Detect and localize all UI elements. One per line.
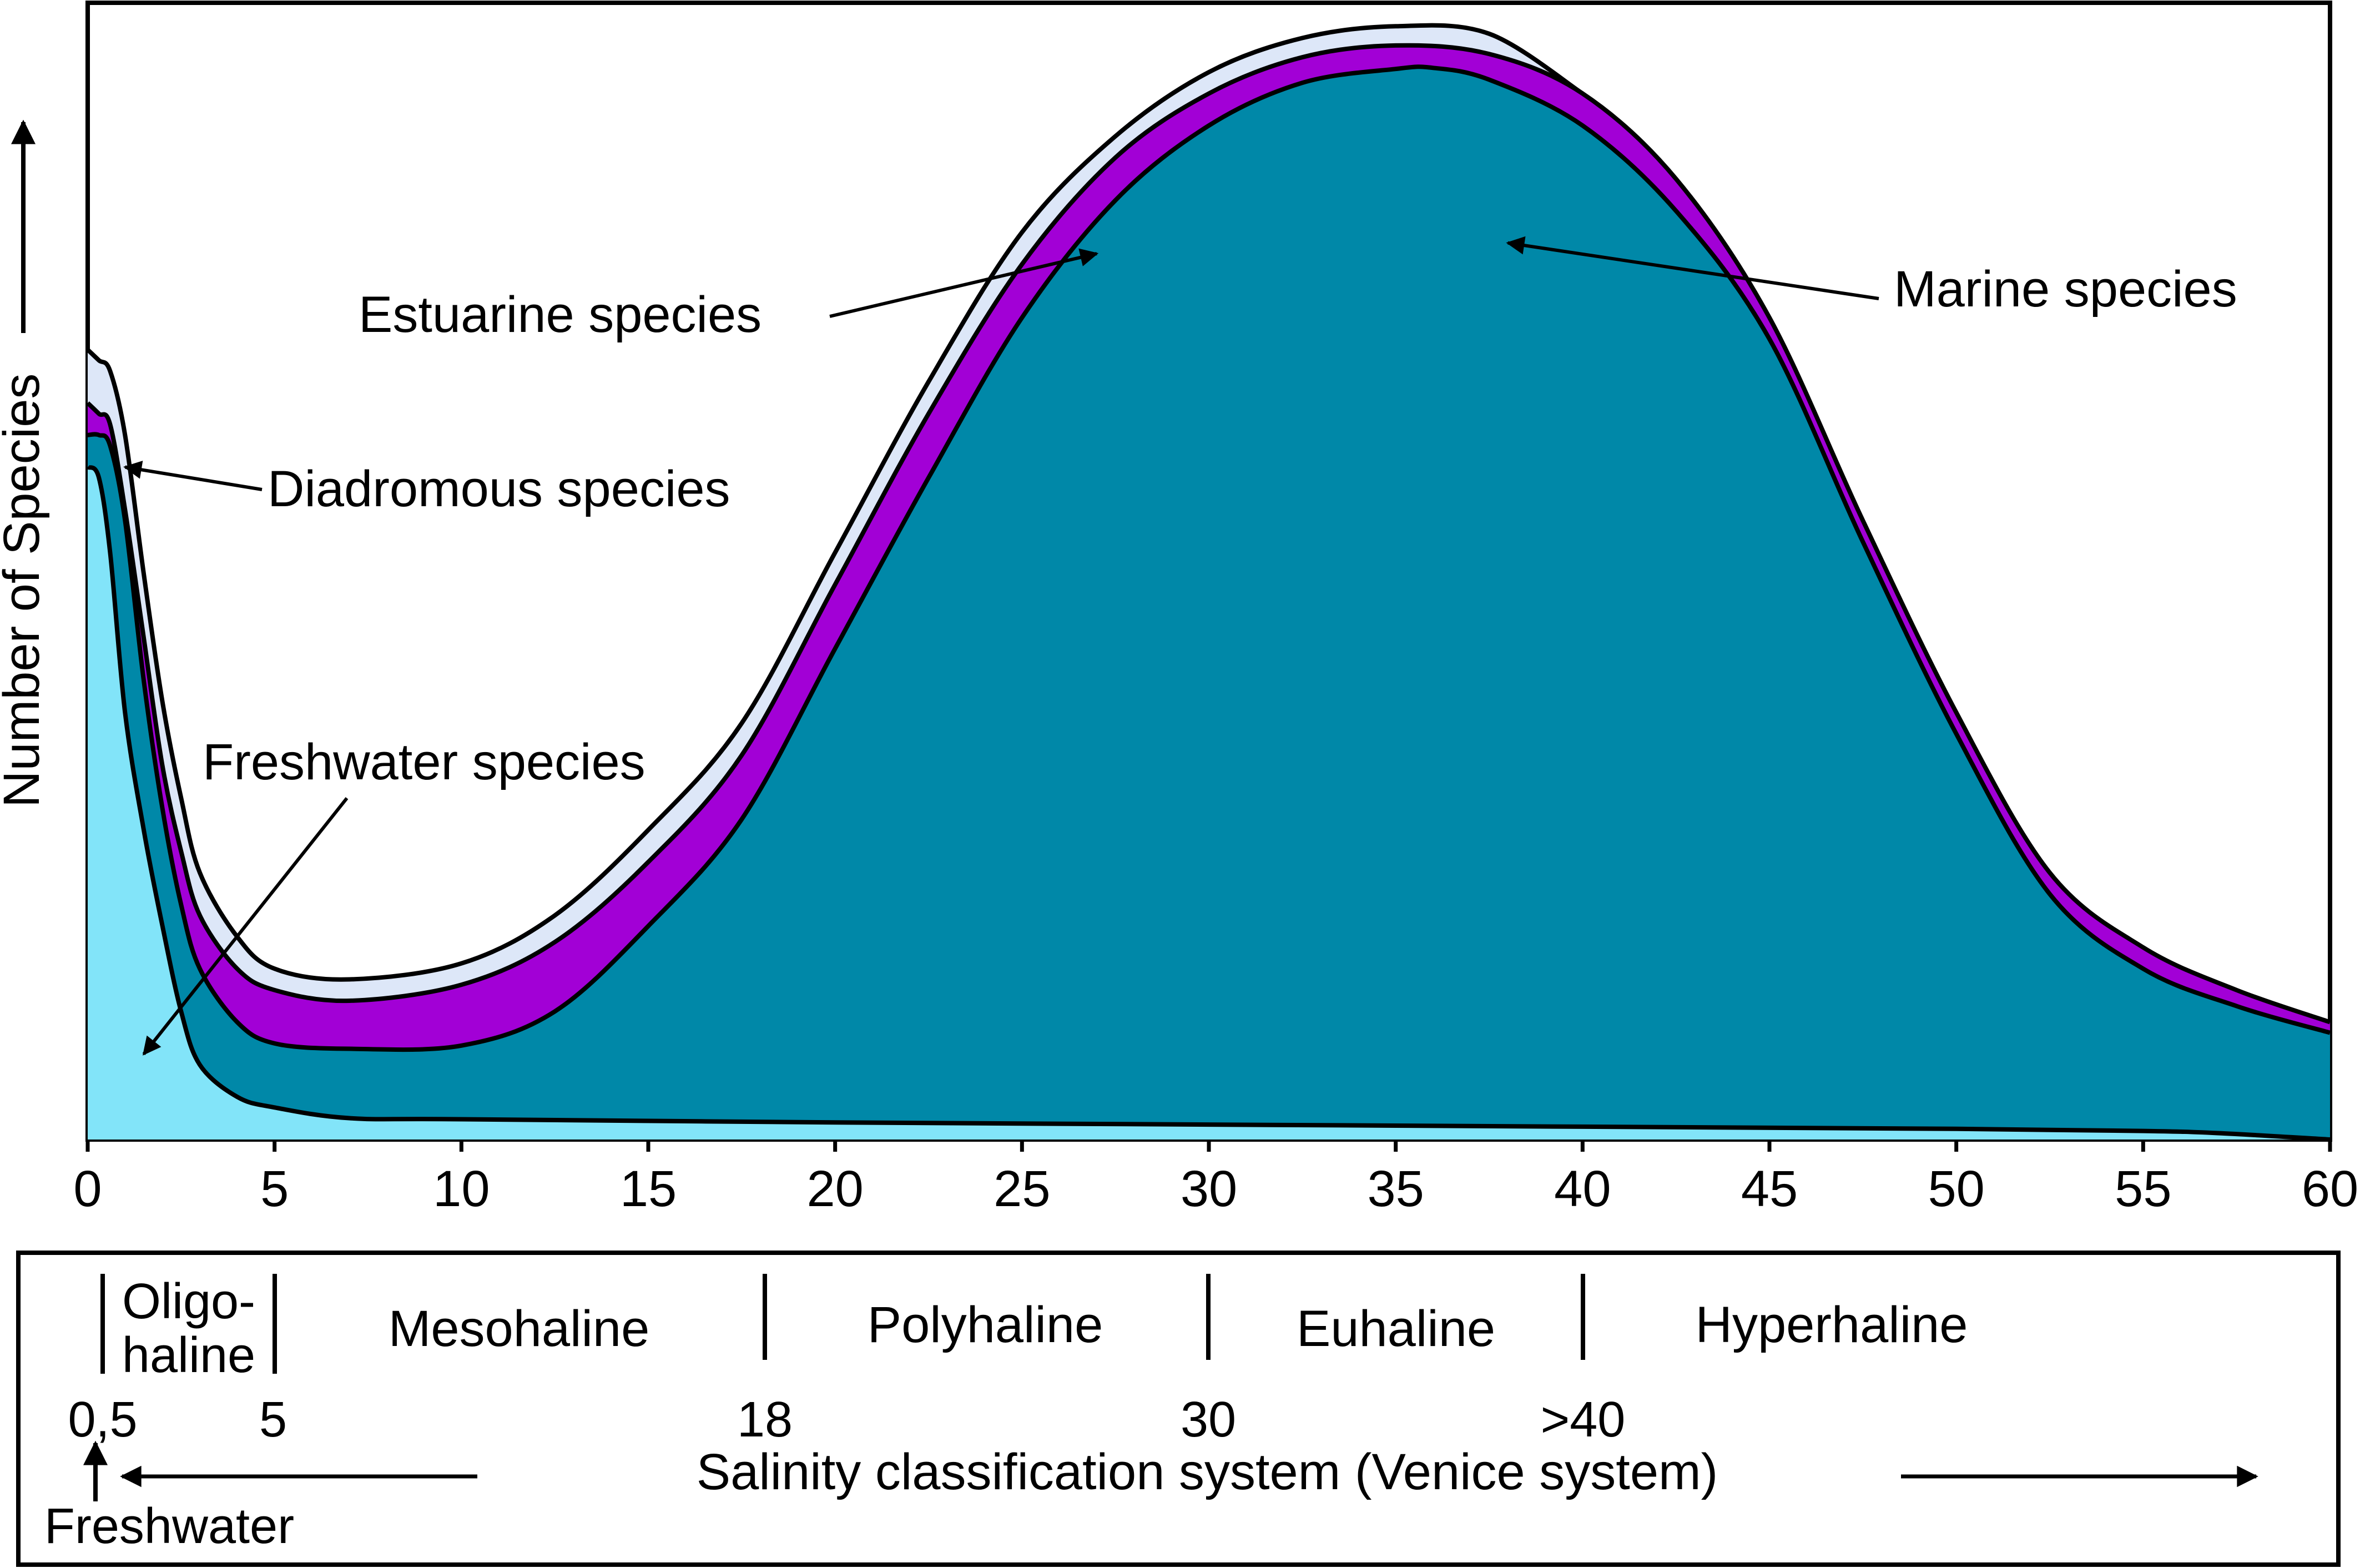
boundary-30: 30 <box>1181 1392 1236 1448</box>
x-tick-label-40: 40 <box>1554 1161 1611 1217</box>
x-tick-label-0: 0 <box>73 1161 102 1217</box>
zone-oligohaline-line2: haline <box>122 1328 255 1383</box>
x-tick-label-15: 15 <box>620 1161 677 1217</box>
x-tick-label-20: 20 <box>806 1161 863 1217</box>
x-tick-label-25: 25 <box>994 1161 1050 1217</box>
marine-species-boundary-line <box>87 64 2331 1052</box>
zone-mesohaline: Mesohaline <box>389 1300 650 1357</box>
x-tick-label-10: 10 <box>433 1161 490 1217</box>
estuarine-species-boundary-line <box>86 43 2331 1025</box>
x-tick-label-35: 35 <box>1367 1161 1424 1217</box>
marine-species-label: Marine species <box>1894 261 2237 317</box>
boundary-5: 5 <box>259 1392 287 1448</box>
boundary-40: >40 <box>1541 1392 1626 1448</box>
x-tick-label-50: 50 <box>1928 1161 1984 1217</box>
diadromous-species-boundary-line <box>86 23 1584 982</box>
x-tick-label-45: 45 <box>1741 1161 1798 1217</box>
classification-frame <box>16 1251 2341 1567</box>
boundary-18: 18 <box>737 1392 793 1448</box>
x-tick-label-5: 5 <box>260 1161 289 1217</box>
species-areas <box>86 23 2331 1142</box>
x-axis: 0 5 10 15 20 25 30 35 40 45 50 55 60 <box>73 1140 2358 1217</box>
estuarine-species-arrow <box>829 248 1099 318</box>
zone-oligohaline-line1: Oligo- <box>122 1274 255 1329</box>
zone-hyperhaline: Hyperhaline <box>1696 1297 1968 1353</box>
freshwater-species-label: Freshwater species <box>203 734 646 790</box>
x-tick-label-30: 30 <box>1181 1161 1237 1217</box>
venice-caption: Salinity classification system (Venice s… <box>697 1444 1718 1500</box>
boundary-0-5: 0,5 <box>68 1392 137 1448</box>
freshwater-label: Freshwater <box>44 1499 294 1554</box>
x-tick-label-60: 60 <box>2302 1161 2358 1217</box>
diadromous-species-arrow <box>123 461 263 491</box>
freshwater-species-arrow <box>142 797 349 1056</box>
diadromous-species-label: Diadromous species <box>268 461 730 517</box>
annotations: Marine species Estuarine species Diadrom… <box>123 236 2237 1056</box>
freshwater-species-boundary-line <box>86 465 2331 1142</box>
marine-species-arrow <box>1506 236 1879 300</box>
y-axis-label-group: Number of Species <box>0 119 50 808</box>
marine-species-area <box>88 67 2330 1140</box>
zone-euhaline: Euhaline <box>1297 1300 1495 1357</box>
y-axis-label: Number of Species <box>0 374 50 808</box>
zone-polyhaline: Polyhaline <box>868 1297 1103 1353</box>
estuarine-species-label: Estuarine species <box>359 286 762 343</box>
x-tick-label-55: 55 <box>2115 1161 2171 1217</box>
venice-classification-panel: Oligo- haline Mesohaline Polyhaline Euha… <box>16 1251 2341 1567</box>
